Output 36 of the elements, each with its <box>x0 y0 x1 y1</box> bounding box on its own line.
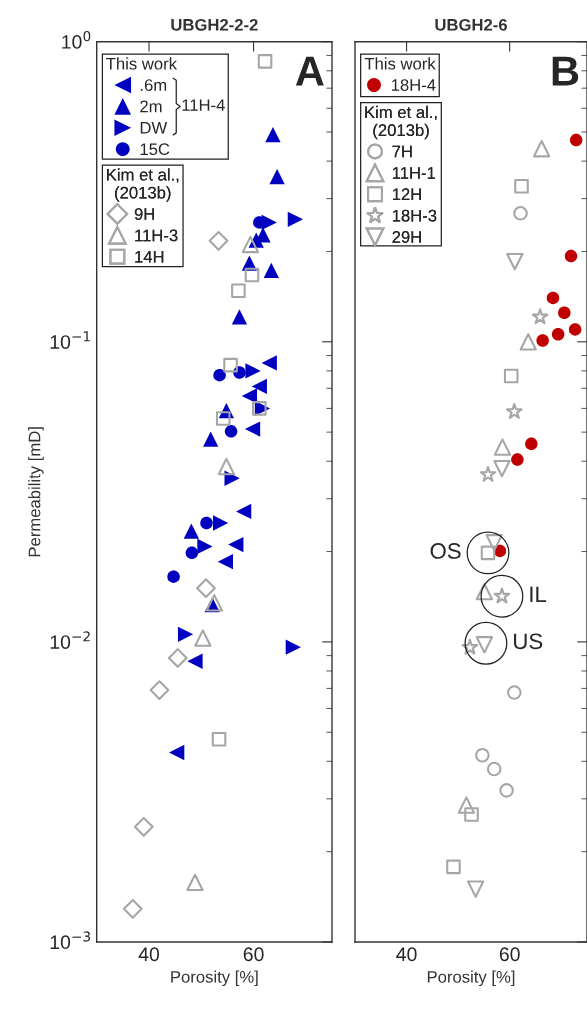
annotation: Kim et al., (2013b) <box>365 105 437 140</box>
legend-label: 7H <box>392 145 412 158</box>
legend-label: 15C <box>140 143 170 156</box>
y-tick-label: 10$^{−2}$ <box>50 631 90 649</box>
annotation: Kim et al., (2013b) <box>107 168 179 202</box>
annotation: 11H-4 <box>182 99 225 111</box>
legend-label: 11H-1 <box>392 167 436 179</box>
x-axis-title: Porosity [%] <box>427 970 515 987</box>
annotation: B <box>552 56 579 86</box>
y-tick-label: 10$^{−1}$ <box>50 331 90 349</box>
annotation: US <box>514 633 543 650</box>
x-axis-title: Porosity [%] <box>171 970 258 987</box>
legend-label: 11H-3 <box>135 229 178 242</box>
legend-title: This work <box>364 57 436 70</box>
x-tick-label: 60 <box>243 947 264 962</box>
legend-label: DW <box>140 122 168 134</box>
chart-title: UBGH2-2-2 <box>171 18 258 31</box>
y-tick-label: 10$^{−3}$ <box>50 931 91 950</box>
annotation: OS <box>430 543 461 559</box>
legend-label: 12H <box>392 188 421 201</box>
annotation: IL <box>530 586 547 602</box>
x-tick-label: 60 <box>499 947 520 962</box>
legend-label: 18H-3 <box>392 209 437 222</box>
legend-label: .6m <box>140 79 167 91</box>
y-axis-title: Permeability [mD] <box>28 427 44 557</box>
legend-label: 14H <box>135 251 164 263</box>
legend-title: This work <box>106 57 178 70</box>
legend-label: 9H <box>134 208 154 220</box>
y-tick-label: 10$^{0}$ <box>62 31 91 49</box>
x-tick-label: 40 <box>138 947 160 962</box>
annotation: A <box>295 56 324 86</box>
legend-label: 29H <box>392 231 421 243</box>
legend-label: 18H-4 <box>391 79 436 91</box>
chart-title: UBGH2-6 <box>435 18 507 31</box>
x-tick-label: 40 <box>396 947 417 962</box>
legend-label: 2m <box>140 100 162 113</box>
